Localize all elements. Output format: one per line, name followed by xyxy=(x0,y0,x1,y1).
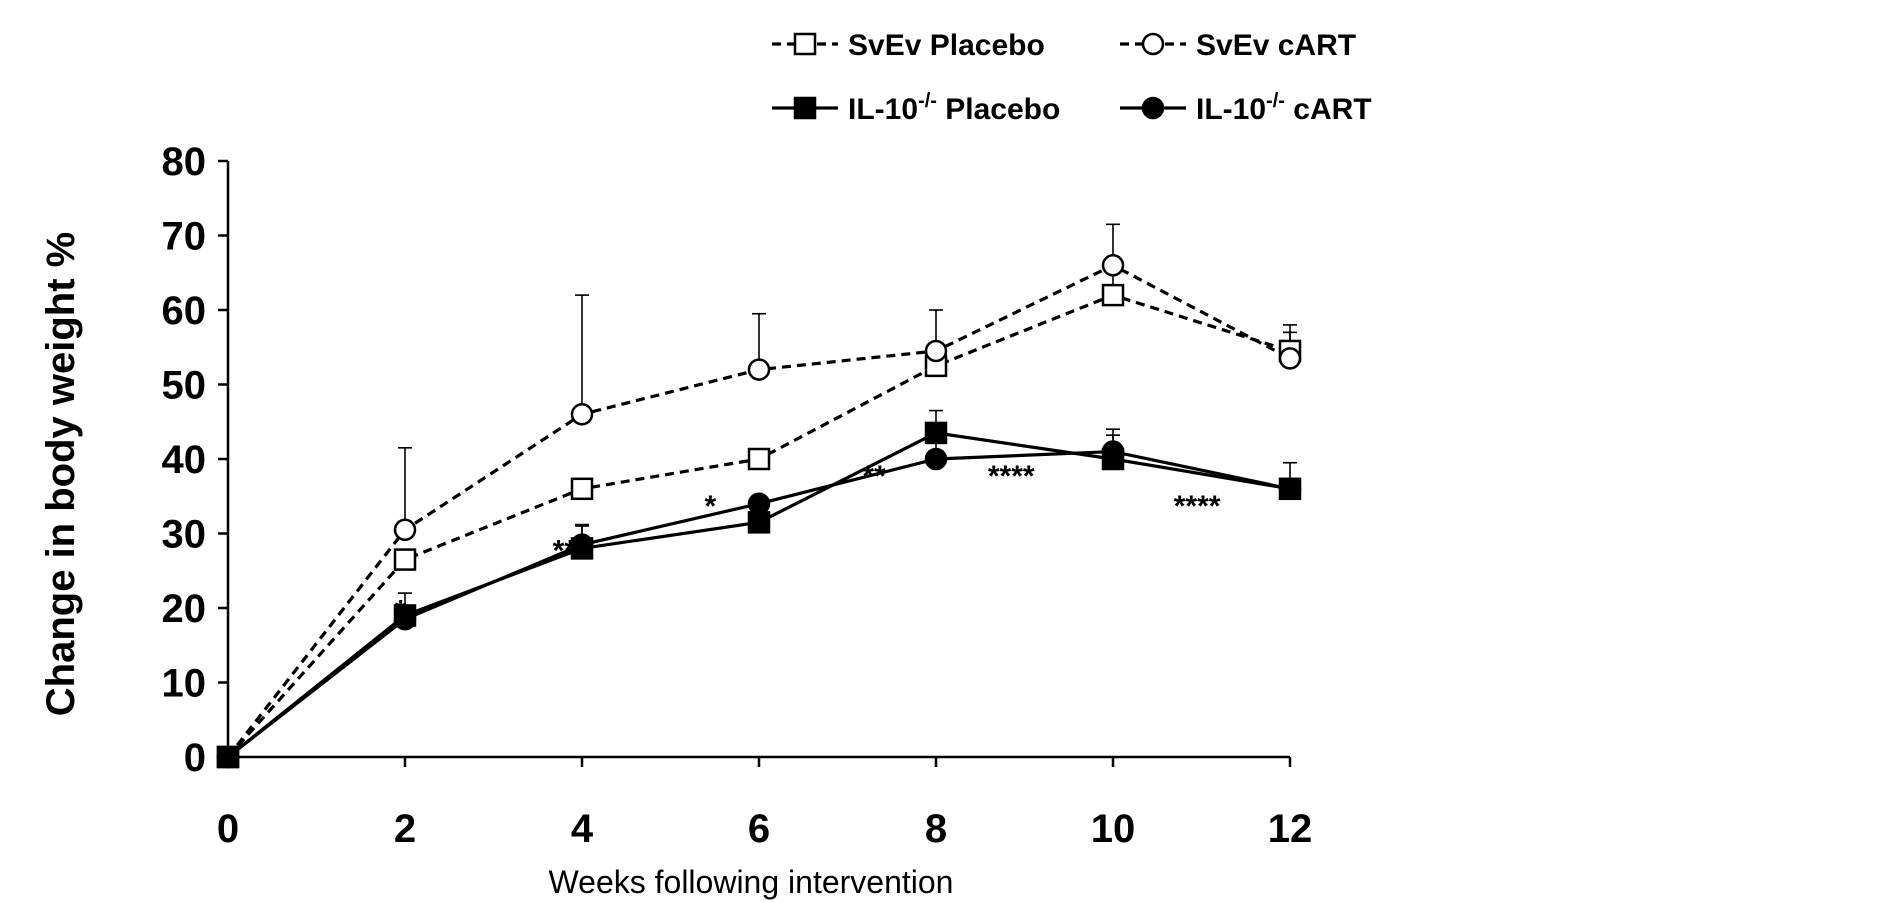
y-tick-label: 70 xyxy=(162,215,207,259)
legend-entry-0: SvEv Placebo xyxy=(772,29,1045,62)
significance-mark: **** xyxy=(988,460,1035,493)
data-point-1-4 xyxy=(924,339,948,363)
y-axis-label: Change in body weight % xyxy=(39,232,83,716)
x-tick-label: 4 xyxy=(571,807,594,851)
legend-entry-1: SvEv cART xyxy=(1120,29,1356,62)
y-tick-label: 10 xyxy=(162,662,207,706)
x-tick-label: 0 xyxy=(217,807,239,851)
x-tick-label: 6 xyxy=(748,807,770,851)
x-tick-label: 10 xyxy=(1091,807,1136,851)
significance-annotations: ****** ******** xyxy=(395,460,1221,627)
data-point-2-4 xyxy=(924,421,948,445)
y-tick-label: 30 xyxy=(162,513,207,557)
legend-label: SvEv Placebo xyxy=(848,29,1045,62)
data-point-3-5 xyxy=(1101,440,1125,463)
legend-entry-2: IL-10-/- Placebo xyxy=(772,90,1060,126)
data-point-1-6 xyxy=(1278,347,1302,370)
error-bars xyxy=(398,223,1297,620)
y-tick-label: 80 xyxy=(162,140,207,184)
legend-marker xyxy=(1141,96,1165,120)
legend-marker xyxy=(793,32,817,56)
data-point-3-4 xyxy=(924,447,948,471)
data-point-0-3 xyxy=(747,447,771,471)
y-tick-label: 0 xyxy=(184,736,206,780)
significance-mark: * xyxy=(704,490,716,523)
legend-label: IL-10-/- cART xyxy=(1196,90,1372,126)
data-point-1-1 xyxy=(393,518,417,542)
series-markers xyxy=(216,254,1302,769)
significance-mark: ** xyxy=(862,460,886,493)
legend-label: SvEv cART xyxy=(1196,29,1356,62)
legend-marker xyxy=(1141,32,1165,56)
data-point-3-1 xyxy=(393,607,417,631)
x-ticks: 0 2 4 6 8 10 12 xyxy=(217,757,1312,851)
x-tick-label: 12 xyxy=(1268,807,1313,851)
significance-mark: * xyxy=(395,594,407,627)
series-line-2 xyxy=(227,431,1291,759)
y-tick-label: 50 xyxy=(162,364,207,408)
data-point-2-3 xyxy=(747,511,771,534)
x-axis-label: Weeks following intervention xyxy=(549,864,954,900)
legend-entry-3: IL-10-/- cART xyxy=(1120,90,1372,126)
legend-label: IL-10-/- Placebo xyxy=(848,90,1060,126)
legend: SvEv Placebo SvEv cART IL-10-/- Placebo IL-… xyxy=(772,29,1372,126)
data-point-3-2 xyxy=(570,533,594,556)
y-tick-label: 60 xyxy=(162,289,207,333)
x-tick-label: 2 xyxy=(394,807,416,851)
legend-marker xyxy=(793,96,817,120)
significance-mark: ** xyxy=(553,535,577,568)
data-point-0-2 xyxy=(570,477,594,501)
data-point-1-2 xyxy=(570,403,594,426)
data-point-1-5 xyxy=(1101,254,1125,277)
data-point-3-0 xyxy=(216,745,240,769)
data-point-3-3 xyxy=(747,492,771,515)
data-point-1-3 xyxy=(747,358,771,381)
data-point-3-6 xyxy=(1278,477,1302,501)
y-tick-label: 20 xyxy=(162,587,207,631)
y-ticks: 0 10 20 30 40 50 60 70 80 xyxy=(162,140,228,780)
data-point-0-5 xyxy=(1101,283,1125,307)
significance-mark: **** xyxy=(1174,490,1221,523)
x-tick-label: 8 xyxy=(925,807,947,851)
data-point-0-1 xyxy=(393,548,417,571)
y-tick-label: 40 xyxy=(162,438,207,482)
